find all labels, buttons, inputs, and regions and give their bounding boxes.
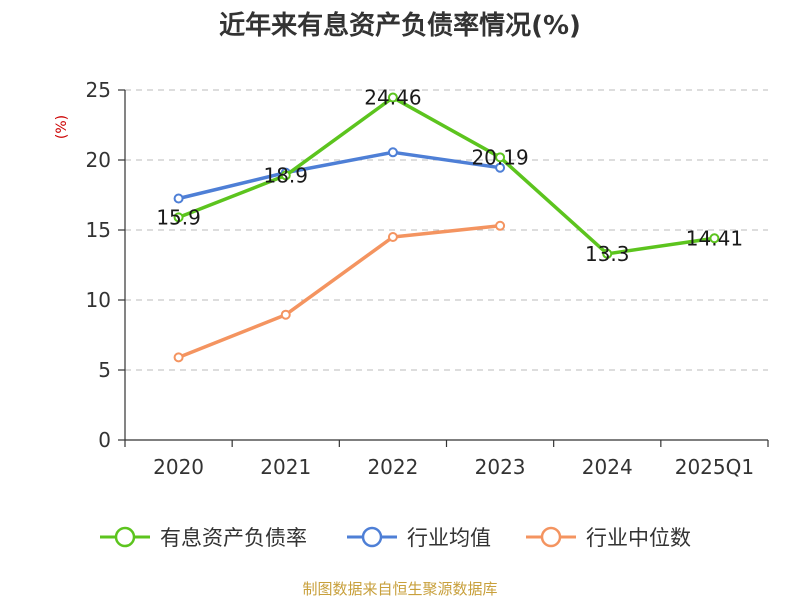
- series-line: [176, 95, 717, 256]
- y-tick-label: 5: [98, 358, 111, 382]
- legend-swatch-marker: [540, 526, 562, 548]
- x-tick-label: 2021: [260, 455, 311, 479]
- data-label: 20.19: [471, 145, 528, 169]
- legend[interactable]: 有息资产负债率 行业均值 行业中位数: [100, 526, 691, 550]
- data-point: [173, 212, 184, 223]
- legend-item[interactable]: 行业中位数: [526, 526, 691, 550]
- y-tick-label: 0: [98, 428, 111, 452]
- data-labels: 15.9 18.9 24.46 20.19 13.3 14.41: [156, 86, 743, 266]
- axes: 0 5 10 15 20 25 2020 2021 2022 2023 2024 2025Q1: [86, 78, 769, 479]
- data-label: 18.9: [263, 163, 308, 187]
- data-point: [280, 170, 291, 181]
- data-point: [602, 248, 613, 259]
- data-point: [495, 220, 506, 231]
- x-tick-label: 2025Q1: [675, 455, 754, 479]
- data-label: 13.3: [585, 242, 630, 266]
- source-note: 制图数据来自恒生聚源数据库: [302, 580, 497, 598]
- data-point: [387, 232, 398, 242]
- data-label: 15.9: [156, 205, 201, 229]
- legend-label: 行业均值: [407, 526, 491, 550]
- y-tick-label: 25: [86, 78, 111, 102]
- data-point: [387, 92, 398, 103]
- legend-label: 有息资产负债率: [160, 526, 307, 550]
- y-tick-label: 20: [86, 148, 111, 172]
- data-label: 14.41: [686, 226, 743, 250]
- x-tick-label: 2023: [475, 455, 526, 479]
- series-line: [176, 150, 502, 201]
- legend-item[interactable]: 有息资产负债率: [100, 526, 307, 550]
- x-tick-label: 2024: [582, 455, 633, 479]
- data-point: [387, 147, 398, 158]
- legend-swatch-marker: [361, 526, 383, 548]
- data-point: [173, 193, 184, 204]
- series-line: [176, 224, 502, 360]
- data-point: [280, 309, 291, 320]
- y-tick-label: 15: [86, 218, 111, 242]
- legend-label: 行业中位数: [586, 526, 691, 550]
- legend-item[interactable]: 行业均值: [347, 526, 491, 550]
- x-tick-label: 2022: [367, 455, 418, 479]
- x-tick-label: 2020: [153, 455, 204, 479]
- legend-swatch-marker: [114, 526, 136, 548]
- data-point: [495, 162, 506, 173]
- y-axis-unit: (%): [54, 115, 70, 139]
- y-tick-label: 10: [86, 288, 111, 312]
- data-point: [495, 152, 506, 163]
- data-point: [173, 352, 184, 363]
- data-label: 24.46: [364, 86, 421, 110]
- series-lines: [173, 92, 720, 363]
- chart-title: 近年来有息资产负债率情况(%): [219, 10, 581, 41]
- data-point: [709, 233, 720, 244]
